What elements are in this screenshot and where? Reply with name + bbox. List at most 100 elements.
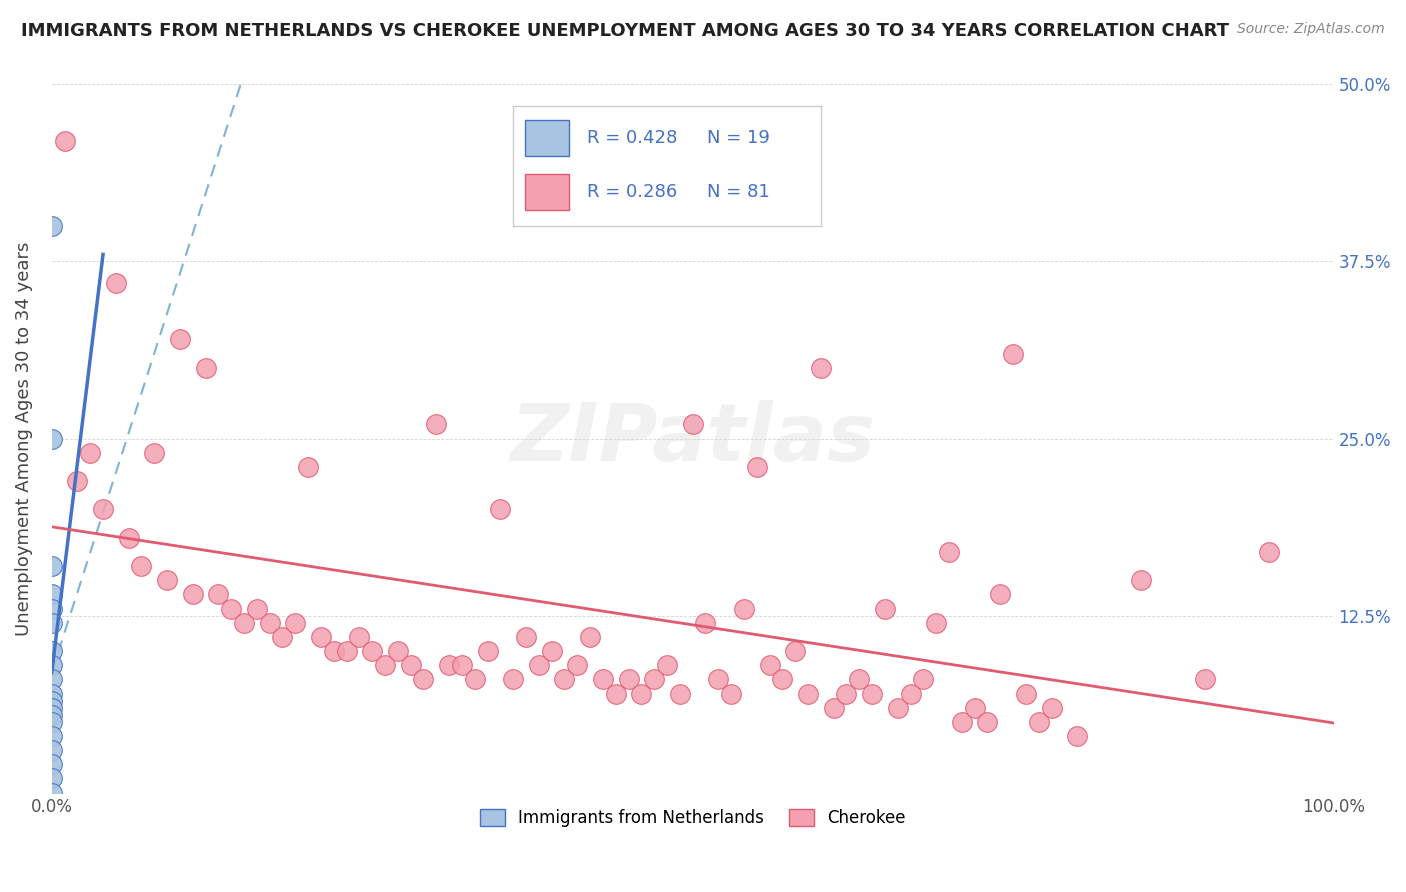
Point <box>643 673 665 687</box>
Point <box>118 531 141 545</box>
Point <box>41 729 63 743</box>
Point <box>707 673 730 687</box>
Point <box>1002 346 1025 360</box>
Text: Source: ZipAtlas.com: Source: ZipAtlas.com <box>1237 22 1385 37</box>
Point <box>246 601 269 615</box>
Point <box>823 700 845 714</box>
Point <box>412 673 434 687</box>
Point <box>567 658 589 673</box>
Point <box>451 658 474 673</box>
Point <box>477 644 499 658</box>
Point <box>733 601 755 615</box>
Point <box>848 673 870 687</box>
Point <box>912 673 935 687</box>
Point <box>695 615 717 630</box>
Point <box>104 276 127 290</box>
Point <box>605 686 627 700</box>
Point <box>41 714 63 729</box>
Point <box>938 545 960 559</box>
Legend: Immigrants from Netherlands, Cherokee: Immigrants from Netherlands, Cherokee <box>472 803 912 834</box>
Point <box>655 658 678 673</box>
Point <box>41 772 63 786</box>
Y-axis label: Unemployment Among Ages 30 to 34 years: Unemployment Among Ages 30 to 34 years <box>15 242 32 636</box>
Point <box>169 332 191 346</box>
Point <box>925 615 948 630</box>
Point <box>309 630 332 644</box>
Point <box>41 757 63 772</box>
Point <box>502 673 524 687</box>
Point <box>489 502 512 516</box>
Point <box>41 658 63 673</box>
Point <box>207 587 229 601</box>
Point <box>630 686 652 700</box>
Point <box>374 658 396 673</box>
Point <box>1194 673 1216 687</box>
Point <box>810 360 832 375</box>
Point <box>900 686 922 700</box>
Point <box>181 587 204 601</box>
Point <box>579 630 602 644</box>
Point <box>770 673 793 687</box>
Text: IMMIGRANTS FROM NETHERLANDS VS CHEROKEE UNEMPLOYMENT AMONG AGES 30 TO 34 YEARS C: IMMIGRANTS FROM NETHERLANDS VS CHEROKEE … <box>21 22 1229 40</box>
Point <box>41 432 63 446</box>
Point <box>41 700 63 714</box>
Point <box>758 658 780 673</box>
Point <box>41 693 63 707</box>
Point <box>720 686 742 700</box>
Point <box>322 644 344 658</box>
Point <box>1066 729 1088 743</box>
Point <box>1028 714 1050 729</box>
Point <box>41 707 63 722</box>
Point <box>41 743 63 757</box>
Point <box>131 559 153 574</box>
Point <box>527 658 550 673</box>
Point <box>41 644 63 658</box>
Point <box>271 630 294 644</box>
Point <box>41 615 63 630</box>
Point <box>349 630 371 644</box>
Point <box>91 502 114 516</box>
Point <box>873 601 896 615</box>
Point <box>387 644 409 658</box>
Point <box>464 673 486 687</box>
Point <box>259 615 281 630</box>
Point <box>66 474 89 488</box>
Point <box>835 686 858 700</box>
Point <box>860 686 883 700</box>
Point <box>797 686 820 700</box>
Point <box>284 615 307 630</box>
Point <box>41 786 63 800</box>
Point <box>194 360 217 375</box>
Point <box>745 459 768 474</box>
Point <box>156 573 179 587</box>
Point <box>425 417 447 432</box>
Point <box>219 601 242 615</box>
Point <box>41 673 63 687</box>
Point <box>53 134 76 148</box>
Point <box>963 700 986 714</box>
Point <box>79 446 101 460</box>
Point <box>335 644 357 658</box>
Point <box>785 644 807 658</box>
Point <box>515 630 537 644</box>
Point <box>988 587 1011 601</box>
Point <box>1130 573 1153 587</box>
Point <box>361 644 384 658</box>
Point <box>399 658 422 673</box>
Point <box>41 559 63 574</box>
Point <box>886 700 908 714</box>
Point <box>950 714 973 729</box>
Point <box>1258 545 1281 559</box>
Point <box>617 673 640 687</box>
Point <box>592 673 614 687</box>
Point <box>1040 700 1063 714</box>
Point <box>540 644 562 658</box>
Point <box>1015 686 1038 700</box>
Point <box>41 601 63 615</box>
Point <box>41 219 63 233</box>
Point <box>297 459 319 474</box>
Point <box>143 446 166 460</box>
Point <box>437 658 460 673</box>
Text: ZIPatlas: ZIPatlas <box>510 400 875 477</box>
Point <box>682 417 704 432</box>
